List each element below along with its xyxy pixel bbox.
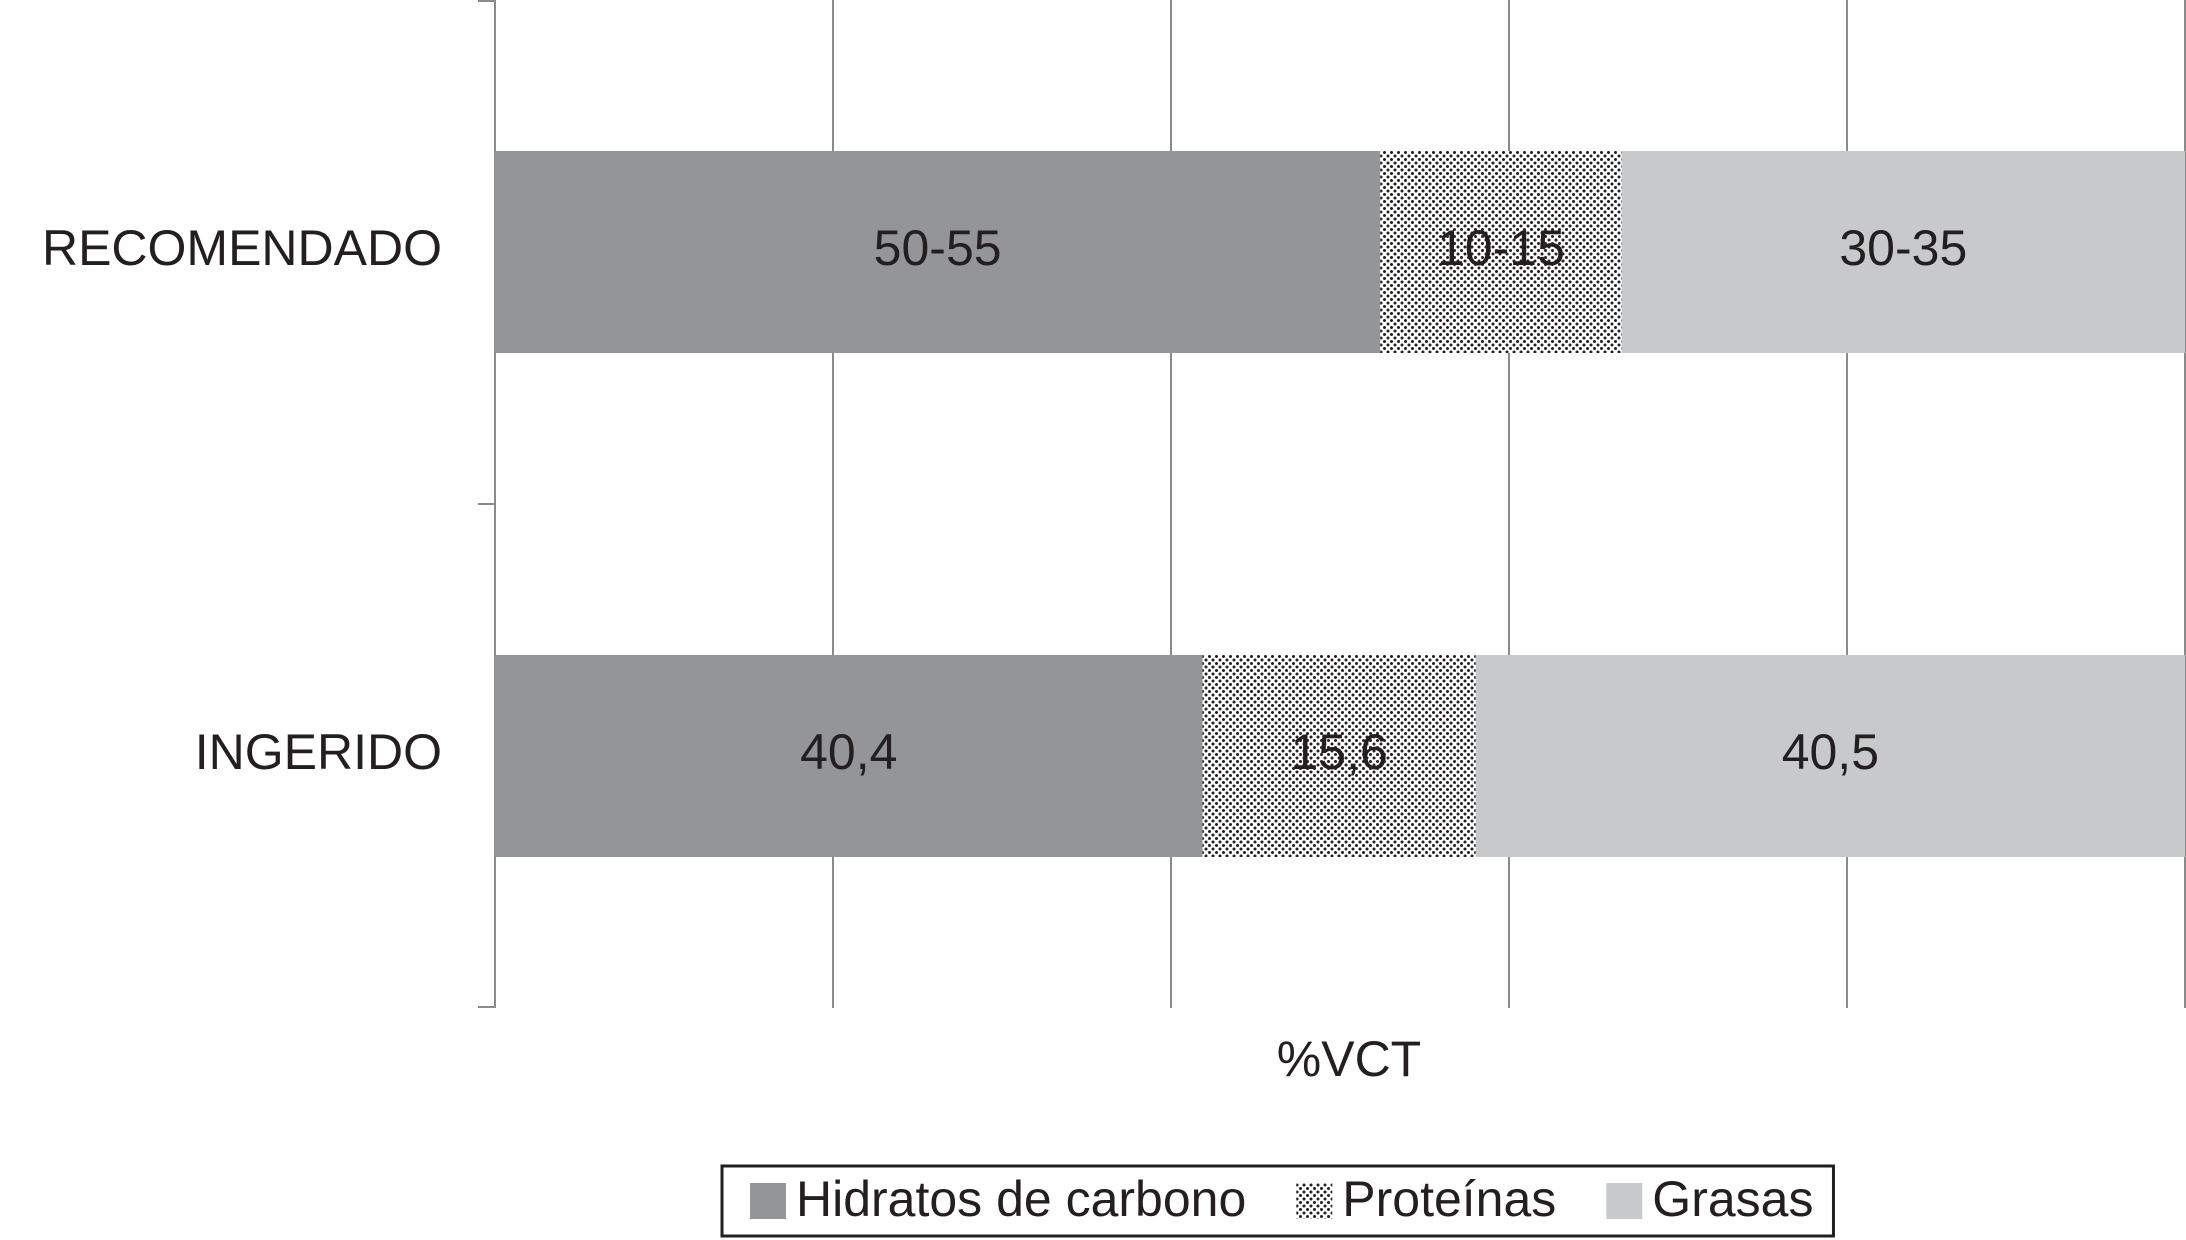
- legend: Hidratos de carbono Proteínas Grasas: [720, 1164, 1835, 1238]
- legend-swatch: [1296, 1183, 1333, 1219]
- y-tick-label: RECOMENDADO: [42, 220, 442, 276]
- legend-swatch: [1606, 1183, 1643, 1219]
- data-label: 15,6: [1290, 724, 1387, 780]
- data-label: 10-15: [1437, 220, 1565, 276]
- bar-segment: [1202, 655, 1476, 857]
- bar-segment: [1380, 151, 1622, 353]
- y-tick-label: INGERIDO: [195, 724, 442, 780]
- data-label: 30-35: [1839, 220, 1967, 276]
- bar-segment: [495, 655, 1203, 857]
- bar-segment: [1475, 655, 2185, 857]
- legend-label: Proteínas: [1342, 1171, 1556, 1227]
- data-label: 40,4: [800, 724, 897, 780]
- data-label: 40,5: [1782, 724, 1879, 780]
- legend-label: Grasas: [1652, 1171, 1813, 1227]
- bar-segment: [1621, 151, 2185, 353]
- legend-swatch: [750, 1183, 786, 1219]
- data-label: 50-55: [874, 220, 1002, 276]
- bar-segment: [495, 151, 1381, 353]
- legend-box: [720, 1164, 1835, 1238]
- x-axis-title: %VCT: [1277, 1031, 1421, 1087]
- legend-label: Hidratos de carbono: [796, 1171, 1246, 1227]
